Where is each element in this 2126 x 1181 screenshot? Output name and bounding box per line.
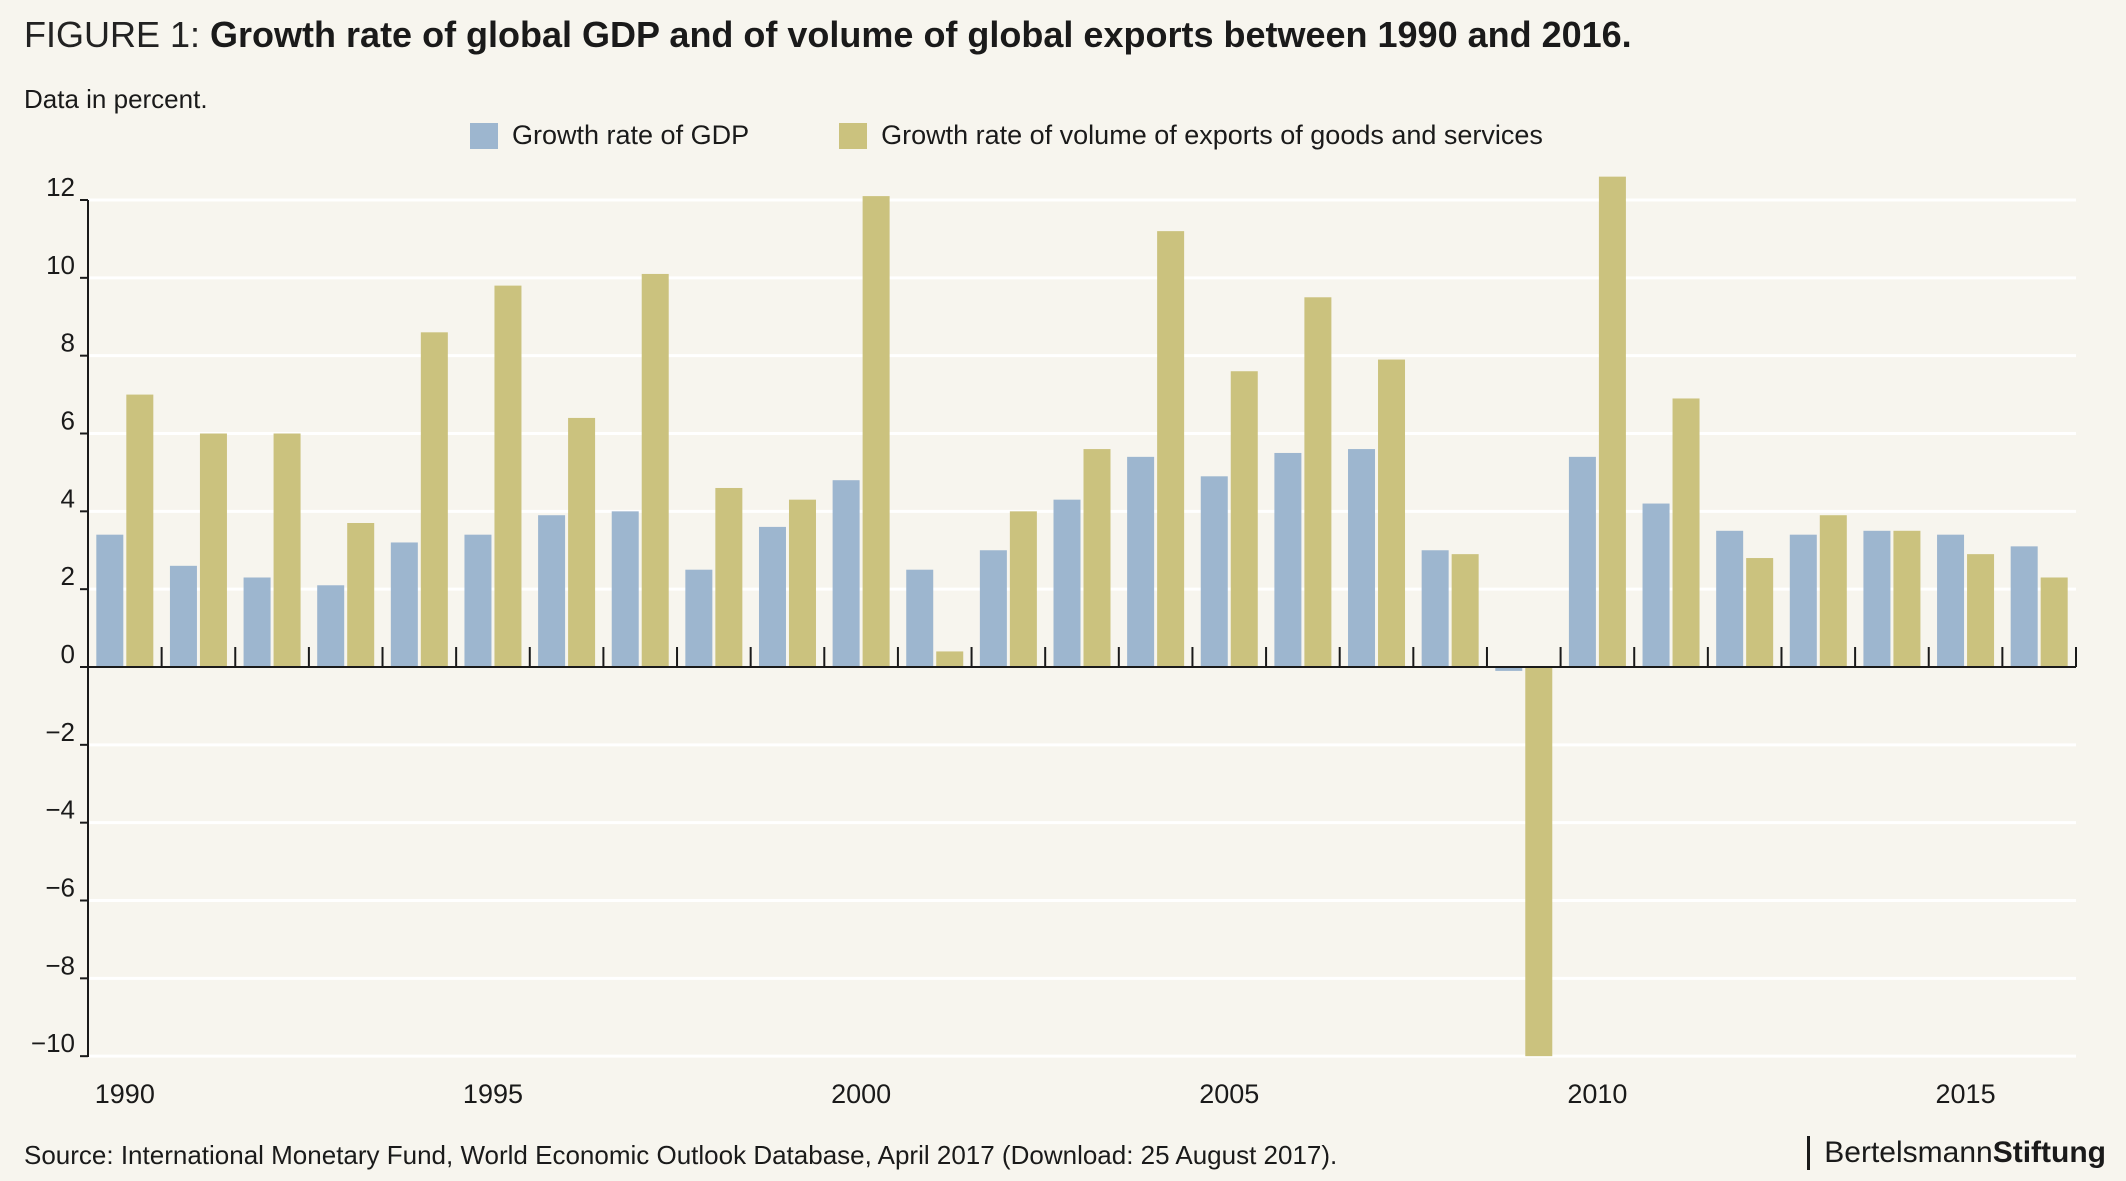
gdp-bar <box>169 565 197 667</box>
exports-bar <box>2040 577 2068 667</box>
exports-bar <box>1893 530 1921 667</box>
legend-item-exports: Growth rate of volume of exports of good… <box>839 120 1543 151</box>
exports-bar <box>1819 515 1847 667</box>
x-tick-label: 2015 <box>1936 1079 1996 1109</box>
exports-bar <box>1009 511 1037 667</box>
x-tick-label: 2000 <box>831 1079 891 1109</box>
y-tick-label: 0 <box>61 639 75 669</box>
exports-bar <box>641 273 669 667</box>
gdp-bar <box>1053 499 1081 667</box>
gdp-bar <box>1421 550 1449 667</box>
exports-bar <box>936 651 964 667</box>
figure-label: FIGURE 1: <box>24 14 201 55</box>
x-tick-label: 2010 <box>1567 1079 1627 1109</box>
gdp-bar <box>611 511 639 667</box>
gdp-bar <box>538 515 566 667</box>
chart-subtitle: Data in percent. <box>24 84 208 114</box>
exports-bar <box>1304 297 1332 667</box>
exports-bar <box>1451 554 1479 667</box>
exports-bar <box>273 433 301 667</box>
legend-label-exports: Growth rate of volume of exports of good… <box>881 120 1543 150</box>
y-tick-label: 4 <box>61 483 75 513</box>
exports-bar <box>1230 371 1258 667</box>
chart-legend: Growth rate of GDP Growth rate of volume… <box>470 120 1543 151</box>
y-tick-label: −6 <box>45 873 75 903</box>
legend-item-gdp: Growth rate of GDP <box>470 120 749 151</box>
source-note: Source: International Monetary Fund, Wor… <box>24 1140 1338 1170</box>
exports-bar <box>126 394 154 667</box>
gdp-bar <box>1200 476 1228 667</box>
exports-bar <box>1967 554 1995 667</box>
legend-swatch-gdp <box>470 122 498 149</box>
y-tick-label: 12 <box>46 172 75 202</box>
gdp-bar <box>1716 530 1744 667</box>
y-tick-label: −8 <box>45 950 75 980</box>
gdp-bar <box>1568 456 1596 667</box>
gdp-bar <box>464 534 492 667</box>
gdp-bar <box>1642 503 1670 667</box>
gdp-bar <box>906 569 934 667</box>
publisher-logo: BertelsmannStiftung <box>1807 1136 2106 1170</box>
gdp-bar <box>1863 530 1891 667</box>
gdp-bar <box>2010 546 2038 667</box>
y-tick-label: −4 <box>45 795 75 825</box>
exports-bar <box>788 499 816 667</box>
title-text: Growth rate of global GDP and of volume … <box>210 14 1632 55</box>
gdp-bar <box>758 526 786 667</box>
gdp-bar <box>1127 456 1155 667</box>
exports-bar <box>420 332 448 667</box>
gdp-bar <box>832 480 860 667</box>
exports-bar <box>1083 449 1111 667</box>
exports-bar <box>1378 359 1406 667</box>
gdp-bar <box>243 577 271 667</box>
exports-bar <box>494 285 522 667</box>
exports-bar <box>1672 398 1700 667</box>
logo-bold: Stiftung <box>1992 1136 2106 1169</box>
gdp-bar <box>1789 534 1817 667</box>
exports-bar <box>862 196 890 667</box>
y-tick-label: 10 <box>46 250 75 280</box>
y-tick-label: −10 <box>31 1028 75 1058</box>
exports-bar <box>568 417 596 667</box>
exports-bar <box>347 523 375 667</box>
gdp-bar <box>1937 534 1965 667</box>
x-tick-label: 1990 <box>95 1079 155 1109</box>
exports-bar <box>1746 558 1774 667</box>
exports-bar <box>1598 176 1626 667</box>
gdp-bar <box>979 550 1007 667</box>
y-tick-label: 8 <box>61 328 75 358</box>
exports-bar <box>1525 667 1553 1057</box>
gdp-bar <box>1274 452 1302 667</box>
exports-bar <box>1157 231 1185 667</box>
gdp-bar <box>96 534 124 667</box>
gdp-bar <box>1495 667 1523 671</box>
chart-title: FIGURE 1: Growth rate of global GDP and … <box>24 14 1632 56</box>
y-tick-label: 6 <box>61 406 75 436</box>
gdp-bar <box>390 542 418 667</box>
gdp-bar <box>685 569 713 667</box>
x-tick-label: 1995 <box>463 1079 523 1109</box>
y-tick-label: −2 <box>45 717 75 747</box>
x-tick-label: 2005 <box>1199 1079 1259 1109</box>
legend-label-gdp: Growth rate of GDP <box>512 120 750 150</box>
y-tick-label: 2 <box>61 561 75 591</box>
logo-regular: Bertelsmann <box>1824 1136 1993 1169</box>
legend-swatch-exports <box>839 122 868 149</box>
exports-bar <box>199 433 227 667</box>
exports-bar <box>715 487 743 667</box>
gdp-bar <box>1348 449 1376 667</box>
gdp-bar <box>317 585 345 667</box>
